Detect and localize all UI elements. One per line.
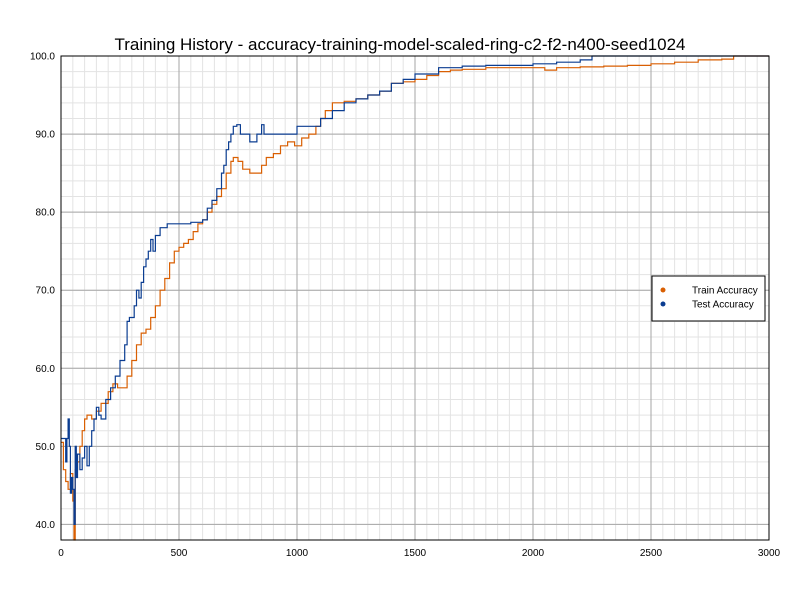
legend-box	[651, 275, 766, 322]
legend-marker	[660, 287, 666, 293]
series-line-test-accuracy	[61, 55, 769, 525]
legend-label: Test Accuracy	[692, 300, 754, 311]
y-tick-label: 70.0	[36, 286, 56, 297]
y-tick-label: 60.0	[36, 364, 56, 375]
y-axis: 40.0 50.0 60.0 70.0 80.0 90.0 100.0	[30, 52, 55, 531]
legend-marker	[660, 301, 666, 307]
y-tick-label: 100.0	[30, 52, 55, 63]
x-tick-label: 500	[171, 548, 188, 559]
y-tick-label: 80.0	[36, 208, 56, 219]
legend: Train Accuracy Test Accuracy	[651, 275, 766, 322]
series-layer	[61, 55, 769, 541]
x-tick-label: 1500	[404, 548, 427, 559]
y-tick-label: 40.0	[36, 520, 56, 531]
x-tick-label: 2000	[522, 548, 545, 559]
legend-label: Train Accuracy	[692, 286, 758, 297]
chart-title: Training History - accuracy-training-mod…	[114, 35, 685, 54]
x-tick-label: 0	[58, 548, 64, 559]
plot-frame	[60, 55, 770, 541]
x-axis: 0 500 1000 1500 2000 2500 3000	[58, 548, 780, 559]
y-tick-label: 90.0	[36, 130, 56, 141]
x-tick-label: 1000	[286, 548, 309, 559]
y-tick-label: 50.0	[36, 442, 56, 453]
x-tick-label: 2500	[640, 548, 663, 559]
x-tick-label: 3000	[758, 548, 781, 559]
